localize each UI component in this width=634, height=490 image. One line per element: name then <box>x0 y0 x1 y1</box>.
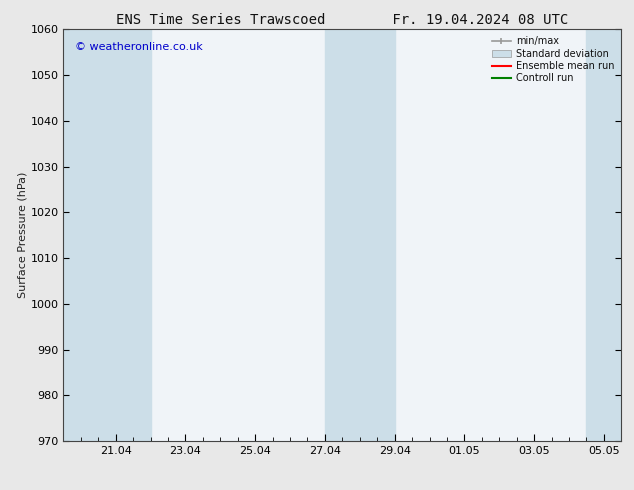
Text: © weatheronline.co.uk: © weatheronline.co.uk <box>75 42 202 52</box>
Legend: min/max, Standard deviation, Ensemble mean run, Controll run: min/max, Standard deviation, Ensemble me… <box>489 34 616 85</box>
Bar <box>63 29 150 441</box>
Y-axis label: Surface Pressure (hPa): Surface Pressure (hPa) <box>18 172 28 298</box>
Bar <box>586 29 621 441</box>
Title: ENS Time Series Trawscoed        Fr. 19.04.2024 08 UTC: ENS Time Series Trawscoed Fr. 19.04.2024… <box>116 13 569 27</box>
Bar <box>325 29 394 441</box>
